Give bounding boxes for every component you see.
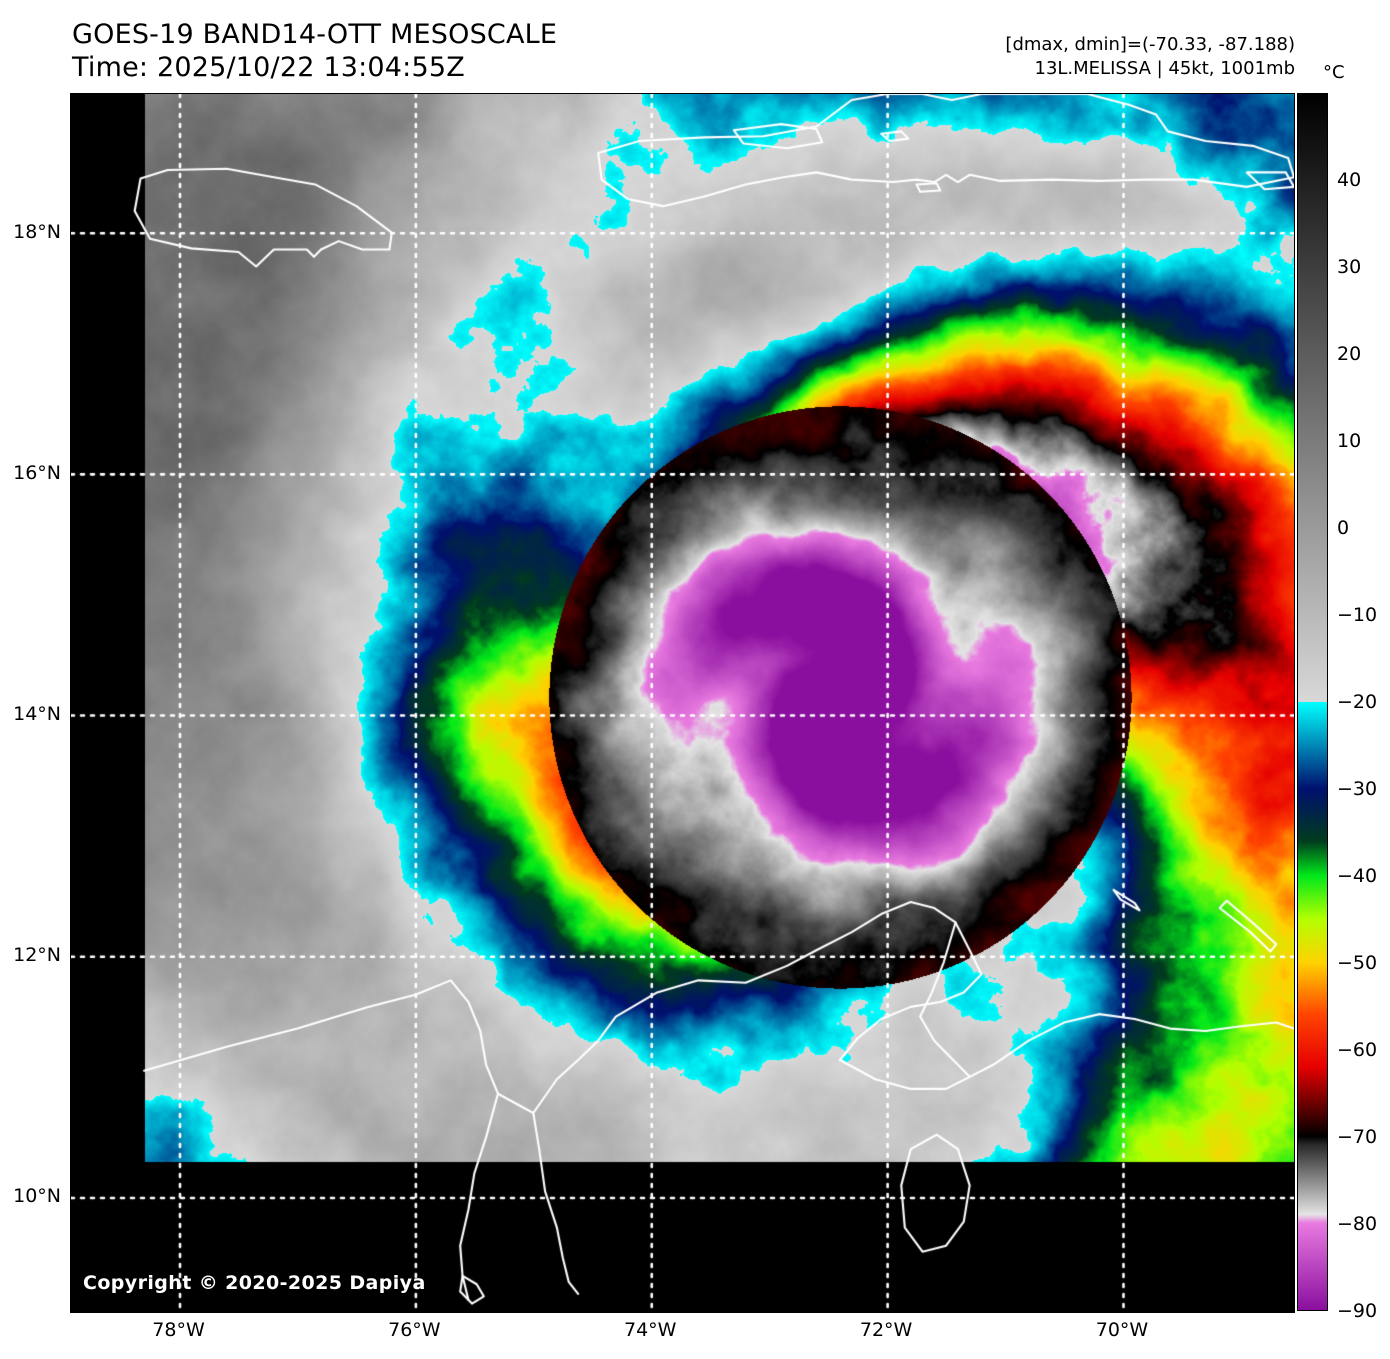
colorbar-tick-0: 40 — [1337, 169, 1362, 191]
lat-tick-4: 10°N — [13, 1185, 61, 1208]
colorbar-tick-2: 20 — [1337, 343, 1362, 365]
metadata-block: [dmax, dmin]=(-70.33, -87.188) 13L.MELIS… — [1005, 33, 1295, 81]
lat-tick-0: 18°N — [13, 220, 61, 243]
colorbar-tick-1: 30 — [1337, 256, 1362, 278]
temperature-colorbar[interactable] — [1297, 93, 1328, 1311]
coastline-and-grid-overlay — [71, 94, 1294, 1312]
colorbar-tick-11: −70 — [1337, 1126, 1378, 1148]
lon-tick-4: 70°W — [1095, 1319, 1149, 1341]
lat-tick-1: 16°N — [13, 461, 61, 484]
lat-tick-2: 14°N — [13, 703, 61, 726]
colorbar-tick-5: −10 — [1337, 604, 1378, 626]
colorbar-tick-8: −40 — [1337, 865, 1378, 887]
lat-tick-3: 12°N — [13, 944, 61, 967]
lon-tick-0: 78°W — [152, 1319, 205, 1341]
title-block: GOES-19 BAND14-OTT MESOSCALE Time: 2025/… — [72, 18, 557, 84]
colorbar-unit-label: °C — [1323, 62, 1345, 83]
colorbar-tick-9: −50 — [1337, 952, 1378, 974]
colorbar-tick-6: −20 — [1337, 691, 1378, 713]
storm-info-label: 13L.MELISSA | 45kt, 1001mb — [1034, 58, 1296, 79]
colorbar-tick-10: −60 — [1337, 1039, 1378, 1061]
lon-tick-1: 76°W — [388, 1319, 441, 1341]
lon-tick-3: 72°W — [859, 1319, 913, 1341]
satellite-image-plot[interactable]: Copyright © 2020-2025 Dapiya — [70, 93, 1295, 1313]
data-range-label: [dmax, dmin]=(-70.33, -87.188) — [1005, 34, 1295, 55]
colorbar-tick-4: 0 — [1337, 517, 1350, 539]
colorbar-tick-12: −80 — [1337, 1213, 1378, 1235]
colorbar-tick-13: −90 — [1337, 1300, 1378, 1322]
colorbar-tick-7: −30 — [1337, 778, 1378, 800]
copyright-notice: Copyright © 2020-2025 Dapiya — [83, 1272, 426, 1294]
colorbar-gradient — [1298, 94, 1327, 1310]
page-title: GOES-19 BAND14-OTT MESOSCALE — [72, 19, 558, 50]
lon-tick-2: 74°W — [624, 1319, 677, 1341]
colorbar-tick-3: 10 — [1337, 430, 1362, 452]
timestamp: Time: 2025/10/22 13:04:55Z — [72, 52, 465, 83]
